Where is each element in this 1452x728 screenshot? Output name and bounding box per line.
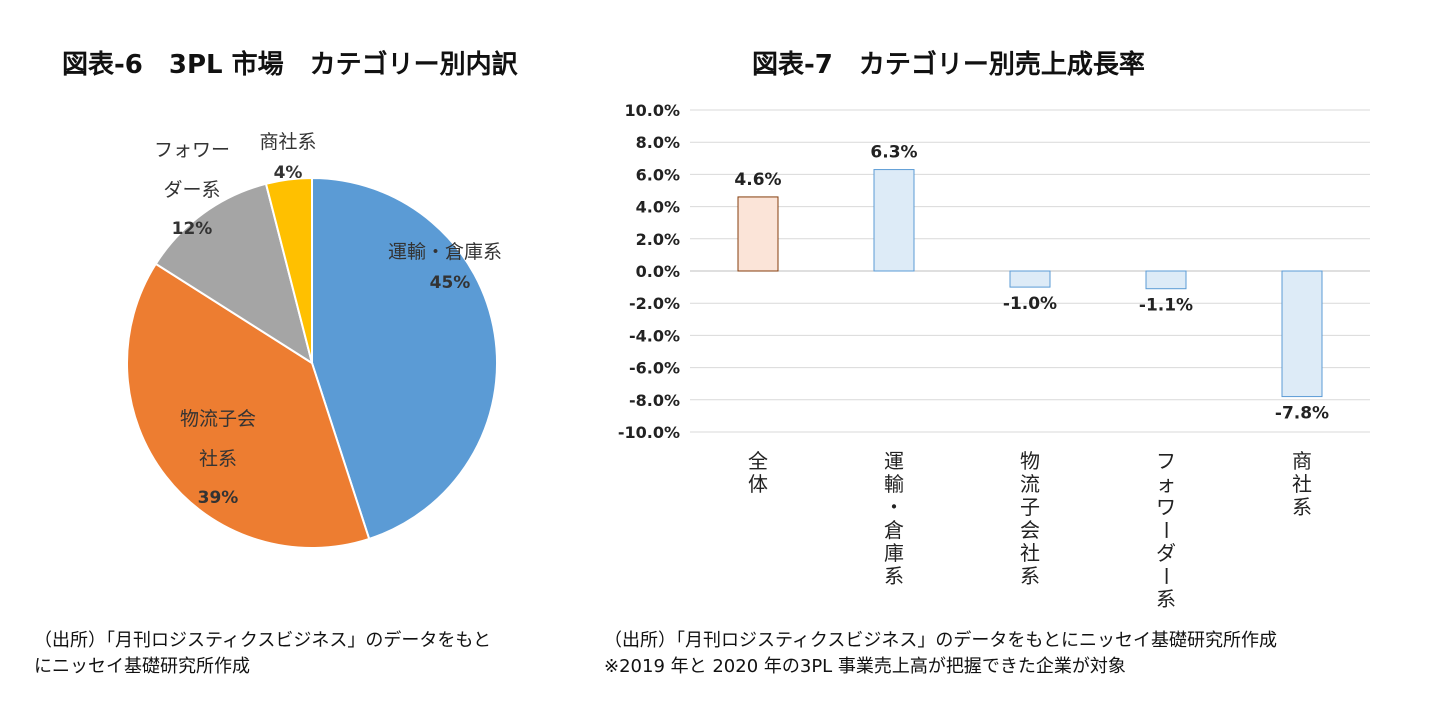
bar xyxy=(1281,270,1323,398)
pie-value-label: 45% xyxy=(430,273,471,293)
pie-slice-label: 物流子会 xyxy=(180,408,256,430)
bar-value-label: 4.6% xyxy=(734,170,781,190)
pie-source-line: （出所）「月刊ロジスティクスビジネス」のデータをもと xyxy=(34,630,492,651)
x-category-label: 系 xyxy=(1156,587,1176,611)
y-tick-label: 0.0% xyxy=(636,262,680,281)
bar xyxy=(873,169,915,272)
pie-slice-label: 商社系 xyxy=(259,131,316,153)
pie-slice-label: 社系 xyxy=(199,448,237,470)
bar-value-label: -1.0% xyxy=(1003,294,1057,314)
x-category-label: ー xyxy=(1154,566,1178,586)
x-category-label: フ xyxy=(1156,449,1176,473)
bar-source-line: （出所）「月刊ロジスティクスビジネス」のデータをもとにニッセイ基礎研究所作成 xyxy=(604,630,1278,651)
y-tick-label: -2.0% xyxy=(629,294,680,313)
bar-value-label: 6.3% xyxy=(870,143,917,163)
bar xyxy=(737,196,779,272)
pie-slice-label: フォワー xyxy=(154,139,230,161)
x-category-label: 系 xyxy=(1020,564,1040,588)
y-tick-label: 10.0% xyxy=(624,101,680,120)
x-category-label: ォ xyxy=(1156,472,1176,496)
bar-chart-title: 図表-7 カテゴリー別売上成長率 xyxy=(752,50,1145,80)
x-category-label: 系 xyxy=(1292,495,1312,519)
x-category-label: 輸 xyxy=(884,472,904,496)
pie-source-note: （出所）「月刊ロジスティクスビジネス」のデータをもと にニッセイ基礎研究所作成 xyxy=(34,628,574,680)
y-tick-label: -6.0% xyxy=(629,359,680,378)
pie-slice xyxy=(154,182,314,366)
x-category-label: ワ xyxy=(1156,495,1176,519)
x-category-label: ー xyxy=(1154,520,1178,540)
x-category-label: 系 xyxy=(884,564,904,588)
pie-value-label: 39% xyxy=(198,488,239,508)
x-category-label: 子 xyxy=(1020,495,1040,519)
x-category-label: 倉 xyxy=(884,518,904,542)
x-category-label: 体 xyxy=(748,472,768,496)
x-category-label: 社 xyxy=(1020,541,1040,565)
x-category-label: ・ xyxy=(884,495,904,519)
x-category-label: 物 xyxy=(1020,449,1040,473)
x-category-label: 庫 xyxy=(884,541,904,565)
pie-slice-label: ダー系 xyxy=(163,179,220,201)
bar-value-label: -1.1% xyxy=(1139,296,1193,316)
pie-chart-title: 図表-6 3PL 市場 カテゴリー別内訳 xyxy=(62,50,518,80)
y-tick-label: 6.0% xyxy=(636,165,680,184)
y-tick-label: 4.0% xyxy=(636,198,680,217)
pie-source-line: にニッセイ基礎研究所作成 xyxy=(34,656,250,677)
y-tick-label: -8.0% xyxy=(629,391,680,410)
bar-source-line: ※2019 年と 2020 年の3PL 事業売上高が把握できた企業が対象 xyxy=(604,656,1126,677)
bar xyxy=(1009,270,1051,288)
y-tick-label: 8.0% xyxy=(636,133,680,152)
pie-value-label: 12% xyxy=(172,219,213,239)
x-category-label: ダ xyxy=(1156,541,1176,565)
x-category-label: 会 xyxy=(1020,518,1040,542)
pie-slice xyxy=(126,262,371,550)
bar xyxy=(1145,270,1187,290)
x-category-label: 商 xyxy=(1292,449,1312,473)
x-category-label: 運 xyxy=(884,449,904,473)
pie-slice-label: 運輸・倉庫系 xyxy=(388,241,502,263)
y-tick-label: 2.0% xyxy=(636,230,680,249)
y-tick-label: -10.0% xyxy=(618,423,680,442)
bar-source-note: （出所）「月刊ロジスティクスビジネス」のデータをもとにニッセイ基礎研究所作成 ※… xyxy=(604,628,1444,680)
x-category-label: 社 xyxy=(1292,472,1312,496)
pie-slice xyxy=(264,176,313,364)
pie-slice xyxy=(311,176,499,541)
y-tick-label: -4.0% xyxy=(629,326,680,345)
x-category-label: 流 xyxy=(1020,472,1040,496)
bar-value-label: -7.8% xyxy=(1275,404,1329,424)
pie-value-label: 4% xyxy=(274,163,303,183)
x-category-label: 全 xyxy=(748,449,768,473)
